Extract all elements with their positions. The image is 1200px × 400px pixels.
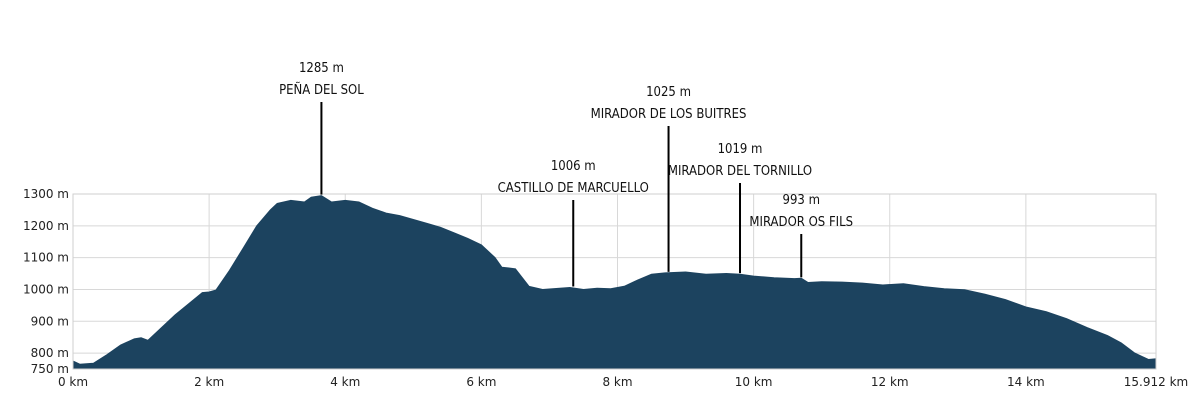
annotation-elevation: 1285 m: [299, 61, 344, 76]
annotation-elevation: 1019 m: [718, 142, 763, 157]
x-tick-label: 8 km: [602, 375, 632, 389]
plot-area: [72, 195, 1157, 370]
y-tick-label: 900 m: [31, 314, 69, 328]
x-tick-label: 12 km: [871, 375, 909, 389]
y-tick-label: 800 m: [31, 346, 69, 360]
x-tick-label: 4 km: [330, 375, 360, 389]
y-tick-label: 1200 m: [23, 219, 69, 233]
y-tick-label: 1100 m: [23, 251, 69, 265]
annotation-name: CASTILLO DE MARCUELLO: [498, 181, 649, 196]
annotation-elevation: 993 m: [783, 193, 820, 208]
plot-frame: [72, 193, 1157, 370]
x-tick-label: 10 km: [735, 375, 773, 389]
summit-annotation: 1006 m CASTILLO DE MARCUELLO: [498, 159, 649, 287]
summit-annotation: 1019 m MIRADOR DEL TORNILLO: [668, 142, 812, 274]
y-tick-label: 1000 m: [23, 282, 69, 296]
y-tick-label: 750 m: [31, 362, 69, 376]
x-tick-label: 15.912 km: [1124, 375, 1188, 389]
annotation-name: PEÑA DEL SOL: [279, 82, 364, 98]
annotation-name: MIRADOR DEL TORNILLO: [668, 164, 812, 179]
summit-annotation: 993 m MIRADOR OS FILS: [749, 193, 853, 278]
plot-border: [72, 193, 1157, 370]
summit-annotations: 1285 m PEÑA DEL SOL 1006 m CASTILLO DE MARC…: [279, 61, 853, 287]
x-tick-label: 2 km: [194, 375, 224, 389]
summit-annotation: 1285 m PEÑA DEL SOL: [279, 61, 364, 195]
y-axis: 750 m 800 m 900 m 1000 m 1100 m 1200 m 1300 m: [23, 187, 69, 376]
x-axis: 0 km 2 km 4 km 6 km 8 km 10 km 12 km 14 km 15.91…: [58, 375, 1188, 389]
x-tick-label: 0 km: [58, 375, 88, 389]
annotation-elevation: 1006 m: [551, 159, 596, 174]
annotation-name: MIRADOR OS FILS: [749, 215, 853, 230]
annotation-elevation: 1025 m: [646, 85, 691, 100]
summit-annotation: 1025 m MIRADOR DE LOS BUITRES: [591, 85, 747, 272]
elevation-area: [72, 195, 1157, 370]
annotation-name: MIRADOR DE LOS BUITRES: [591, 107, 747, 122]
y-tick-label: 1300 m: [23, 187, 69, 201]
x-tick-label: 6 km: [466, 375, 496, 389]
x-tick-label: 14 km: [1007, 375, 1045, 389]
